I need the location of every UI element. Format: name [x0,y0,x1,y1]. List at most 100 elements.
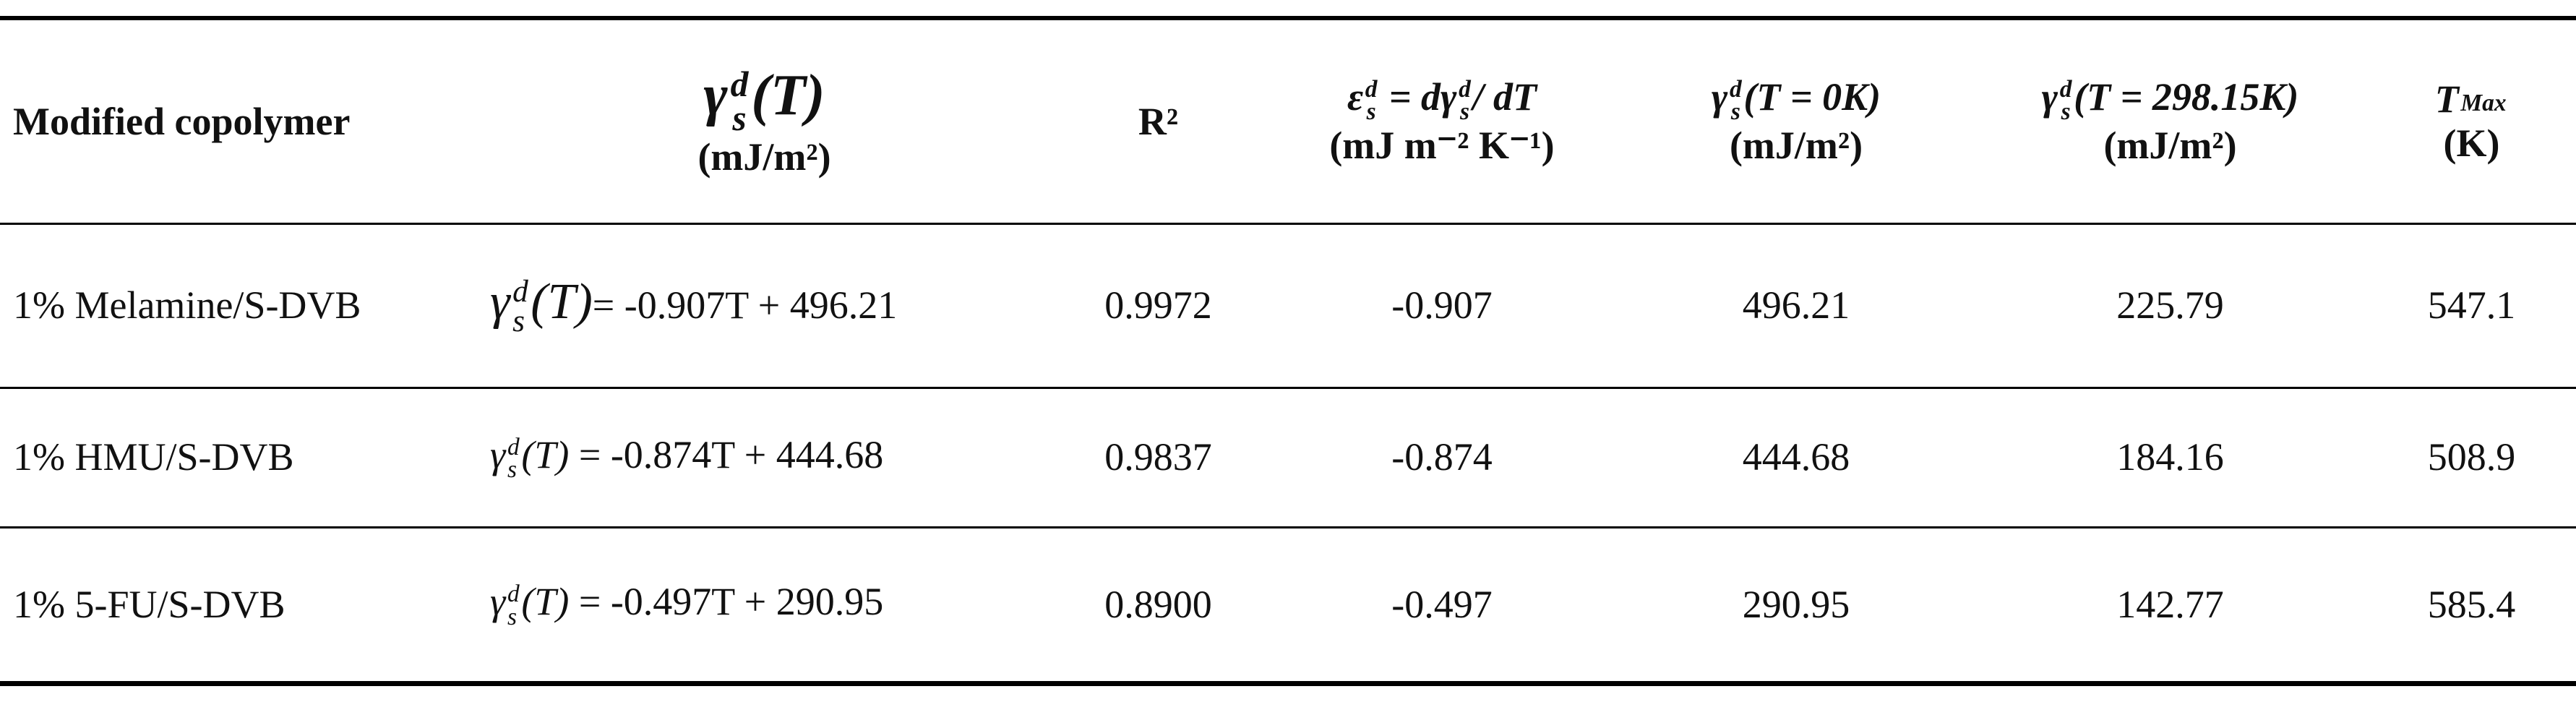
subscript: s [732,98,747,138]
copolymer: 1% HMU/S-DVB [13,435,294,479]
superscript: d [512,274,528,309]
superscript: d [1365,75,1378,103]
copolymer: 1% Melamine/S-DVB [13,283,361,328]
cell-value: -0.907 [1391,283,1493,328]
symbol: γ [703,64,728,128]
argument: = dγ [1379,74,1457,119]
cell: 496.21 [1619,223,1973,388]
symbol: ε [1347,74,1364,119]
superscript: d [1729,75,1742,103]
superscript: d [1459,75,1471,103]
cell: 0.8900 [1052,527,1265,683]
symbol: γ [490,580,506,624]
equation-rhs: = -0.907T + 496.21 [592,283,898,328]
cell: 547.1 [2367,223,2576,388]
formula: γ d s (T = 0K) [1711,74,1881,124]
cell: 1% HMU/S-DVB [0,388,477,527]
argument: (T) [531,274,593,330]
cell-value: 184.16 [2116,435,2224,479]
cell: 1% 5-FU/S-DVB [0,527,477,683]
cell-value: -0.497 [1391,582,1493,626]
cell-value: 290.95 [1742,582,1850,626]
header-text: R² [1138,99,1179,143]
cell: -0.907 [1265,223,1619,388]
formula: γ d s (T) [490,432,570,482]
cell-value: -0.874 [1391,435,1493,479]
header-cell: Modified copolymer [0,18,477,223]
cell: 444.68 [1619,388,1973,527]
cell: 1% Melamine/S-DVB [0,223,477,388]
superscript: d [507,581,520,608]
argument: (T) [521,580,570,624]
subscript: s [507,456,517,484]
subscript: s [2061,98,2071,126]
formula: γ d s (T = 298.15K) [2041,74,2299,124]
cell: 585.4 [2367,527,2576,683]
cell-value: 142.77 [2116,582,2224,626]
unit: (mJ/m²) [2103,124,2237,168]
data-table: Modified copolymer γ d s (T) (mJ/m²) R² ε d s = d… [0,16,2576,686]
header-cell: γ d s (T = 298.15K) (mJ/m²) [1973,18,2367,223]
cell: 225.79 [1973,223,2367,388]
symbol: γ [490,432,506,476]
formula: T Max [2435,77,2509,121]
unit: (K) [2443,121,2500,165]
header-text: Modified copolymer [13,99,351,143]
cell: γ d s (T)= -0.907T + 496.21 [477,223,1052,388]
header-cell: γ d s (T) (mJ/m²) [477,18,1052,223]
table-body: 1% Melamine/S-DVB γ d s (T)= -0.907T + 496.2… [0,223,2576,683]
subscript: s [1459,98,1469,126]
header-cell: γ d s (T = 0K) (mJ/m²) [1619,18,1973,223]
cell-value: 547.1 [2427,283,2516,328]
copolymer: 1% 5-FU/S-DVB [13,582,285,626]
subscript: s [1366,98,1376,126]
cell-value: 585.4 [2427,582,2516,626]
table-header: Modified copolymer γ d s (T) (mJ/m²) R² ε d s = d… [0,18,2576,223]
formula: γ d s (T) [703,64,825,136]
cell-value: 496.21 [1742,283,1850,328]
superscript: d [2059,75,2072,103]
script-stack: Max [2460,90,2507,116]
subscript: Max [2460,90,2507,116]
symbol: γ [2041,74,2058,119]
table-row: 1% 5-FU/S-DVB γ d s (T) = -0.497T + 290.95 0.… [0,527,2576,683]
symbol: γ [1711,74,1728,119]
cell-value: 0.9972 [1104,283,1212,328]
cell: 184.16 [1973,388,2367,527]
cell: 290.95 [1619,527,1973,683]
table-row: 1% HMU/S-DVB γ d s (T) = -0.874T + 444.68 0.9… [0,388,2576,527]
argument: (T) [521,432,570,476]
subscript: s [507,603,517,630]
equation-rhs: = -0.497T + 290.95 [569,580,884,624]
symbol: γ [490,274,510,330]
formula: γ d s (T) [490,580,570,629]
argument: (T = 298.15K) [2074,74,2299,119]
unit: (mJ m⁻² K⁻¹) [1329,124,1555,168]
cell: -0.497 [1265,527,1619,683]
cell: 508.9 [2367,388,2576,527]
argument: (T = 0K) [1743,74,1881,119]
cell: 0.9837 [1052,388,1265,527]
superscript: d [730,64,749,104]
symbol: T [2434,77,2459,121]
argument: (T) [751,64,825,128]
cell-value: 444.68 [1742,435,1850,479]
superscript: d [507,433,520,461]
header-row: Modified copolymer γ d s (T) (mJ/m²) R² ε d s = d… [0,18,2576,223]
cell-value: 225.79 [2116,283,2224,328]
argument: / dT [1472,74,1537,119]
cell-value: 508.9 [2427,435,2516,479]
unit: (mJ/m²) [1729,124,1863,168]
header-cell: R² [1052,18,1265,223]
cell: γ d s (T) = -0.497T + 290.95 [477,527,1052,683]
unit: (mJ/m²) [697,134,831,179]
